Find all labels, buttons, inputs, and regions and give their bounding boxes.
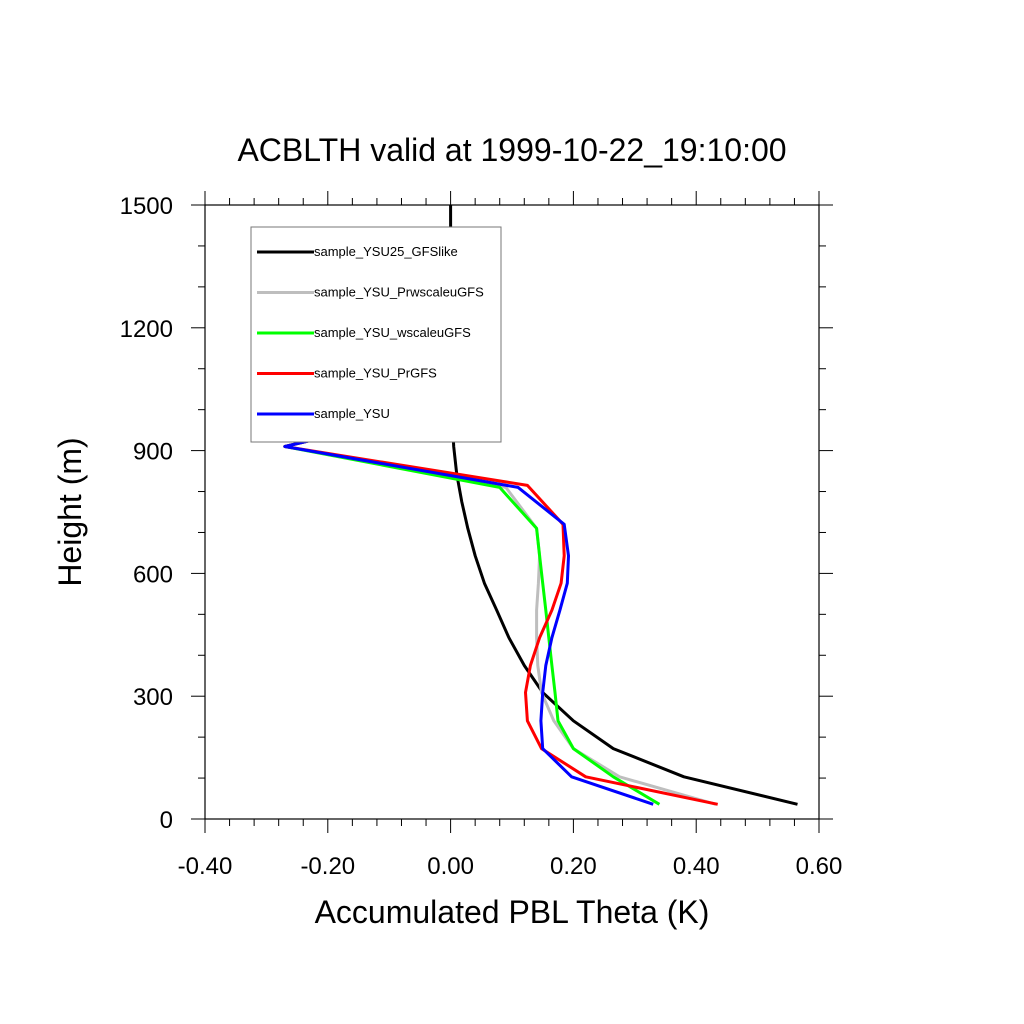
plot-frame [204,204,820,820]
plot-area: -0.40 -0.20 0.00 0.20 0.40 0.60 0 300 600 900 1200… [120,191,843,880]
series-line-5 [283,406,654,806]
legend: sample_YSU25_GFSlike sample_YSU_Prwscaleu… [250,226,502,443]
legend-label: sample_YSU [314,406,390,421]
x-tick-label: 0.60 [796,853,843,880]
legend-label: sample_YSU_PrGFS [314,366,437,381]
x-tick-label: -0.20 [300,853,355,880]
y-tick-label: 600 [133,561,173,588]
y-tick-label: 1500 [120,193,173,220]
x-axis-label: Accumulated PBL Theta (K) [315,894,710,930]
x-tick-label: 0.20 [550,853,597,880]
y-tick-label: 300 [133,684,173,711]
y-axis-label: Height (m) [52,437,88,586]
y-tick-label: 1200 [120,316,173,343]
legend-label: sample_YSU25_GFSlike [314,244,458,259]
series-line-4 [283,406,719,806]
y-tick-label: 0 [160,807,173,834]
legend-label: sample_YSU_PrwscaleuGFS [314,285,484,300]
series-line-1 [449,205,798,806]
legend-label: sample_YSU_wscaleuGFS [314,325,471,340]
x-tick-label: 0.40 [673,853,720,880]
series-line-3 [283,406,661,806]
series-line-2 [283,406,717,806]
chart-title: ACBLTH valid at 1999-10-22_19:10:00 [237,132,786,168]
x-tick-label: -0.40 [178,853,233,880]
y-tick-label: 900 [133,439,173,466]
x-tick-label: 0.00 [427,853,474,880]
